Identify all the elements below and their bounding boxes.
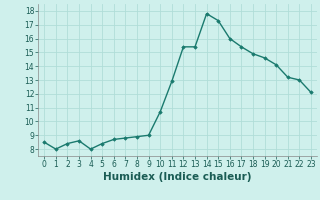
X-axis label: Humidex (Indice chaleur): Humidex (Indice chaleur) (103, 172, 252, 182)
